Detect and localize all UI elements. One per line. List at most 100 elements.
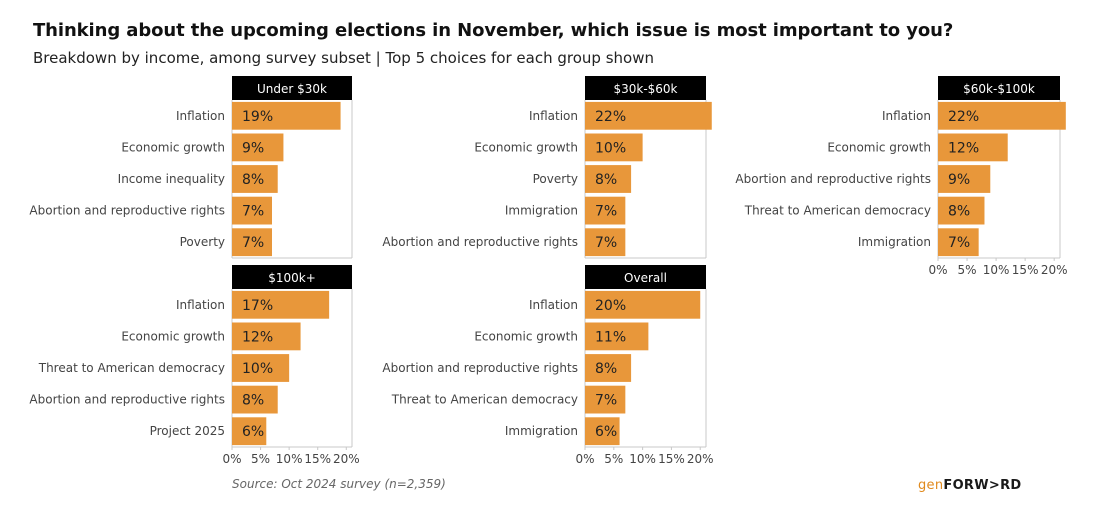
- bar-value-label: 9%: [948, 172, 970, 188]
- facet-header-label: Overall: [624, 271, 667, 285]
- bar-value-label: 6%: [242, 424, 264, 440]
- facet-header: [232, 265, 352, 289]
- bar-value-label: 8%: [242, 172, 264, 188]
- category-label: Abortion and reproductive rights: [382, 361, 578, 375]
- x-tick-label: 15%: [304, 452, 331, 466]
- facet-header: [585, 265, 706, 289]
- bar-value-label: 6%: [595, 424, 617, 440]
- facet-panel: $100k+ 17% Inflation 12% Economic growth 10% T…: [29, 265, 360, 466]
- bar: [232, 196, 272, 225]
- bar: [938, 133, 1008, 162]
- bar-value-label: 7%: [595, 204, 617, 220]
- bar: [232, 354, 290, 382]
- bar-value-label: 8%: [595, 172, 617, 188]
- x-tick-label: 5%: [958, 263, 977, 277]
- bar-value-label: 7%: [595, 235, 617, 251]
- category-label: Immigration: [505, 204, 578, 218]
- bar-value-label: 12%: [242, 329, 273, 345]
- bar: [232, 322, 301, 351]
- category-label: Abortion and reproductive rights: [735, 172, 931, 186]
- bar-value-label: 8%: [242, 393, 264, 409]
- bar-value-label: 17%: [242, 298, 273, 314]
- category-label: Poverty: [533, 172, 578, 186]
- x-tick-label: 10%: [276, 452, 303, 466]
- category-label: Abortion and reproductive rights: [382, 235, 578, 249]
- facet-header-label: $30k-$60k: [613, 82, 677, 96]
- x-tick-label: 0%: [222, 452, 241, 466]
- category-label: Economic growth: [827, 140, 931, 154]
- logo-forward-text: FORW>RD: [943, 478, 1022, 493]
- bar: [232, 101, 341, 130]
- bar-value-label: 19%: [242, 109, 273, 125]
- category-label: Economic growth: [121, 140, 225, 154]
- category-label: Project 2025: [150, 424, 225, 438]
- x-tick-label: 10%: [983, 263, 1010, 277]
- bar: [585, 290, 701, 319]
- facet-header: [938, 76, 1060, 100]
- bar: [938, 165, 991, 193]
- bar: [232, 290, 330, 319]
- x-tick-label: 0%: [575, 452, 594, 466]
- bar: [585, 101, 712, 130]
- x-tick-label: 20%: [687, 452, 714, 466]
- facet-header-label: $60k-$100k: [963, 82, 1035, 96]
- x-tick-label: 15%: [1012, 263, 1039, 277]
- category-label: Immigration: [505, 424, 578, 438]
- bar: [232, 165, 278, 193]
- bar: [938, 101, 1066, 130]
- bar: [585, 133, 643, 162]
- facet-panel: $60k-$100k 22% Inflation 12% Economic growth…: [735, 76, 1068, 277]
- bar-value-label: 10%: [242, 361, 273, 377]
- x-tick-label: 20%: [1041, 263, 1068, 277]
- category-label: Income inequality: [118, 172, 225, 186]
- category-label: Threat to American democracy: [391, 393, 578, 407]
- x-tick-label: 15%: [658, 452, 685, 466]
- bar: [232, 385, 278, 414]
- category-label: Inflation: [529, 298, 578, 312]
- category-label: Abortion and reproductive rights: [29, 393, 225, 407]
- bar: [585, 165, 632, 193]
- facet-header: [585, 76, 706, 100]
- bar-value-label: 7%: [242, 235, 264, 251]
- logo-gen-text: gen: [918, 478, 944, 493]
- bar: [938, 196, 985, 225]
- bar: [232, 133, 284, 162]
- bar-value-label: 9%: [242, 140, 264, 156]
- category-label: Inflation: [176, 109, 225, 123]
- bar-value-label: 11%: [595, 329, 626, 345]
- category-label: Immigration: [858, 235, 931, 249]
- x-tick-label: 20%: [333, 452, 360, 466]
- facet-header-label: Under $30k: [257, 82, 327, 96]
- source-note: Source: Oct 2024 survey (n=2,359): [232, 477, 446, 491]
- category-label: Abortion and reproductive rights: [29, 204, 225, 218]
- category-label: Threat to American democracy: [744, 204, 931, 218]
- bar: [232, 417, 267, 446]
- bar-value-label: 12%: [948, 140, 979, 156]
- category-label: Economic growth: [474, 329, 578, 343]
- bar: [938, 228, 979, 257]
- bar: [585, 196, 626, 225]
- bar-value-label: 20%: [595, 298, 626, 314]
- facet-panel: Under $30k 19% Inflation 9% Economic growth 8…: [29, 76, 353, 259]
- facet-header-label: $100k+: [268, 271, 316, 285]
- bar-value-label: 7%: [595, 393, 617, 409]
- chart-subtitle: Breakdown by income, among survey subset…: [33, 49, 654, 67]
- bar-value-label: 22%: [948, 109, 979, 125]
- bar-value-label: 8%: [595, 361, 617, 377]
- bar-value-label: 7%: [242, 204, 264, 220]
- category-label: Economic growth: [474, 140, 578, 154]
- category-label: Inflation: [882, 109, 931, 123]
- bar-value-label: 22%: [595, 109, 626, 125]
- bar-value-label: 8%: [948, 204, 970, 220]
- bar: [585, 385, 626, 414]
- x-tick-label: 10%: [629, 452, 656, 466]
- bar: [585, 322, 649, 351]
- bar-value-label: 10%: [595, 140, 626, 156]
- bar: [585, 354, 632, 382]
- category-label: Poverty: [180, 235, 225, 249]
- facet-header: [232, 76, 352, 100]
- x-tick-label: 5%: [251, 452, 270, 466]
- bar: [232, 228, 272, 257]
- x-tick-label: 0%: [928, 263, 947, 277]
